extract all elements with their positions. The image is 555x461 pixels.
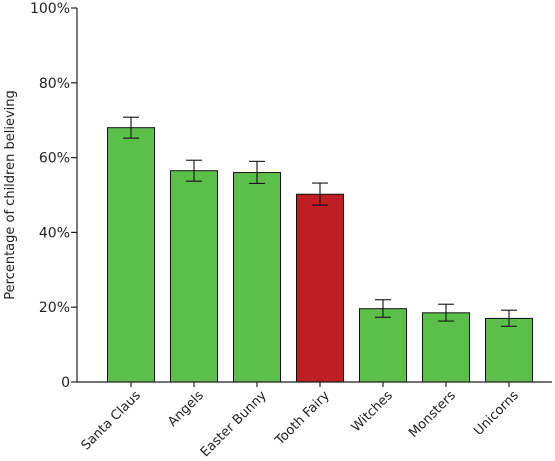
bar (485, 317, 533, 383)
y-axis-ticks: 0 20% 40% 60% 80% 100% (30, 1, 77, 391)
x-tick-label: Angels (165, 388, 207, 430)
bars (107, 127, 533, 383)
y-tick-label: 40% (39, 225, 70, 241)
y-tick-label: 60% (39, 151, 70, 167)
x-tick-label: Witches (349, 388, 396, 435)
y-tick-label: 100% (30, 1, 70, 17)
y-axis-title: Percentage of children believing (3, 90, 18, 300)
x-tick-label: Easter Bunny (198, 388, 270, 460)
bar (233, 172, 281, 383)
y-tick-label: 20% (39, 300, 70, 316)
x-tick-label: Monsters (406, 388, 459, 441)
x-tick-label: Tooth Fairy (272, 388, 333, 449)
error-bars (123, 116, 517, 327)
y-tick-label: 80% (39, 76, 70, 92)
bar (422, 312, 470, 383)
bar (170, 170, 218, 383)
bar (107, 127, 155, 383)
x-tick-label: Unicorns (471, 388, 522, 439)
bar (296, 193, 344, 383)
bar (359, 308, 407, 383)
y-tick-label: 0 (61, 375, 70, 391)
x-tick-label: Santa Claus (79, 388, 144, 453)
